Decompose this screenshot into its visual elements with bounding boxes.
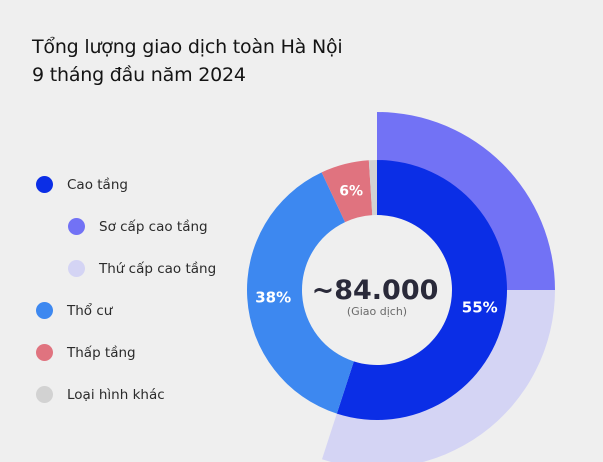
inner-ring <box>246 160 507 421</box>
legend-item-so-cap-cao-tang: Sơ cấp cao tầng <box>68 218 208 235</box>
slice-loai-hinh-khac <box>368 160 377 216</box>
legend-label: Cao tầng <box>67 176 128 193</box>
center-value: ~84.000 <box>312 275 439 306</box>
legend-swatch <box>68 260 85 277</box>
legend-swatch <box>68 218 85 235</box>
legend-item-thap-tang: Thấp tầng <box>36 344 136 361</box>
slice-label-cao-tang: 55% <box>462 298 498 316</box>
chart-title-line2: 9 tháng đầu năm 2024 <box>32 64 246 86</box>
slice-thap-tang <box>321 160 373 223</box>
legend-label: Thấp tầng <box>67 344 136 361</box>
slice-tho-cu <box>246 172 354 414</box>
legend-item-tho-cu: Thổ cư <box>36 302 112 319</box>
legend-swatch <box>36 302 53 319</box>
legend-label: Thổ cư <box>67 302 113 319</box>
slice-cao-tang <box>336 160 507 421</box>
slice-label-thap-tang: 6% <box>339 183 363 199</box>
legend-swatch <box>36 176 53 193</box>
legend-item-loai-hinh-khac: Loại hình khác <box>36 386 165 403</box>
chart-title: Tổng lượng giao dịch toàn Hà Nội 9 tháng… <box>32 33 343 89</box>
center-label: (Giao dịch) <box>347 305 407 318</box>
legend-label: Thứ cấp cao tầng <box>99 260 217 277</box>
slice-label-tho-cu: 38% <box>255 289 291 307</box>
legend-label: Loại hình khác <box>67 386 165 403</box>
legend-swatch <box>36 386 53 403</box>
legend-item-cao-tang: Cao tầng <box>36 176 128 193</box>
chart-title-line1: Tổng lượng giao dịch toàn Hà Nội <box>32 36 343 58</box>
legend-swatch <box>36 344 53 361</box>
legend-label: Sơ cấp cao tầng <box>99 218 208 235</box>
slice-labels: 55% 38% 6% <box>255 183 497 316</box>
legend-item-thu-cap-cao-tang: Thứ cấp cao tầng <box>68 260 216 277</box>
